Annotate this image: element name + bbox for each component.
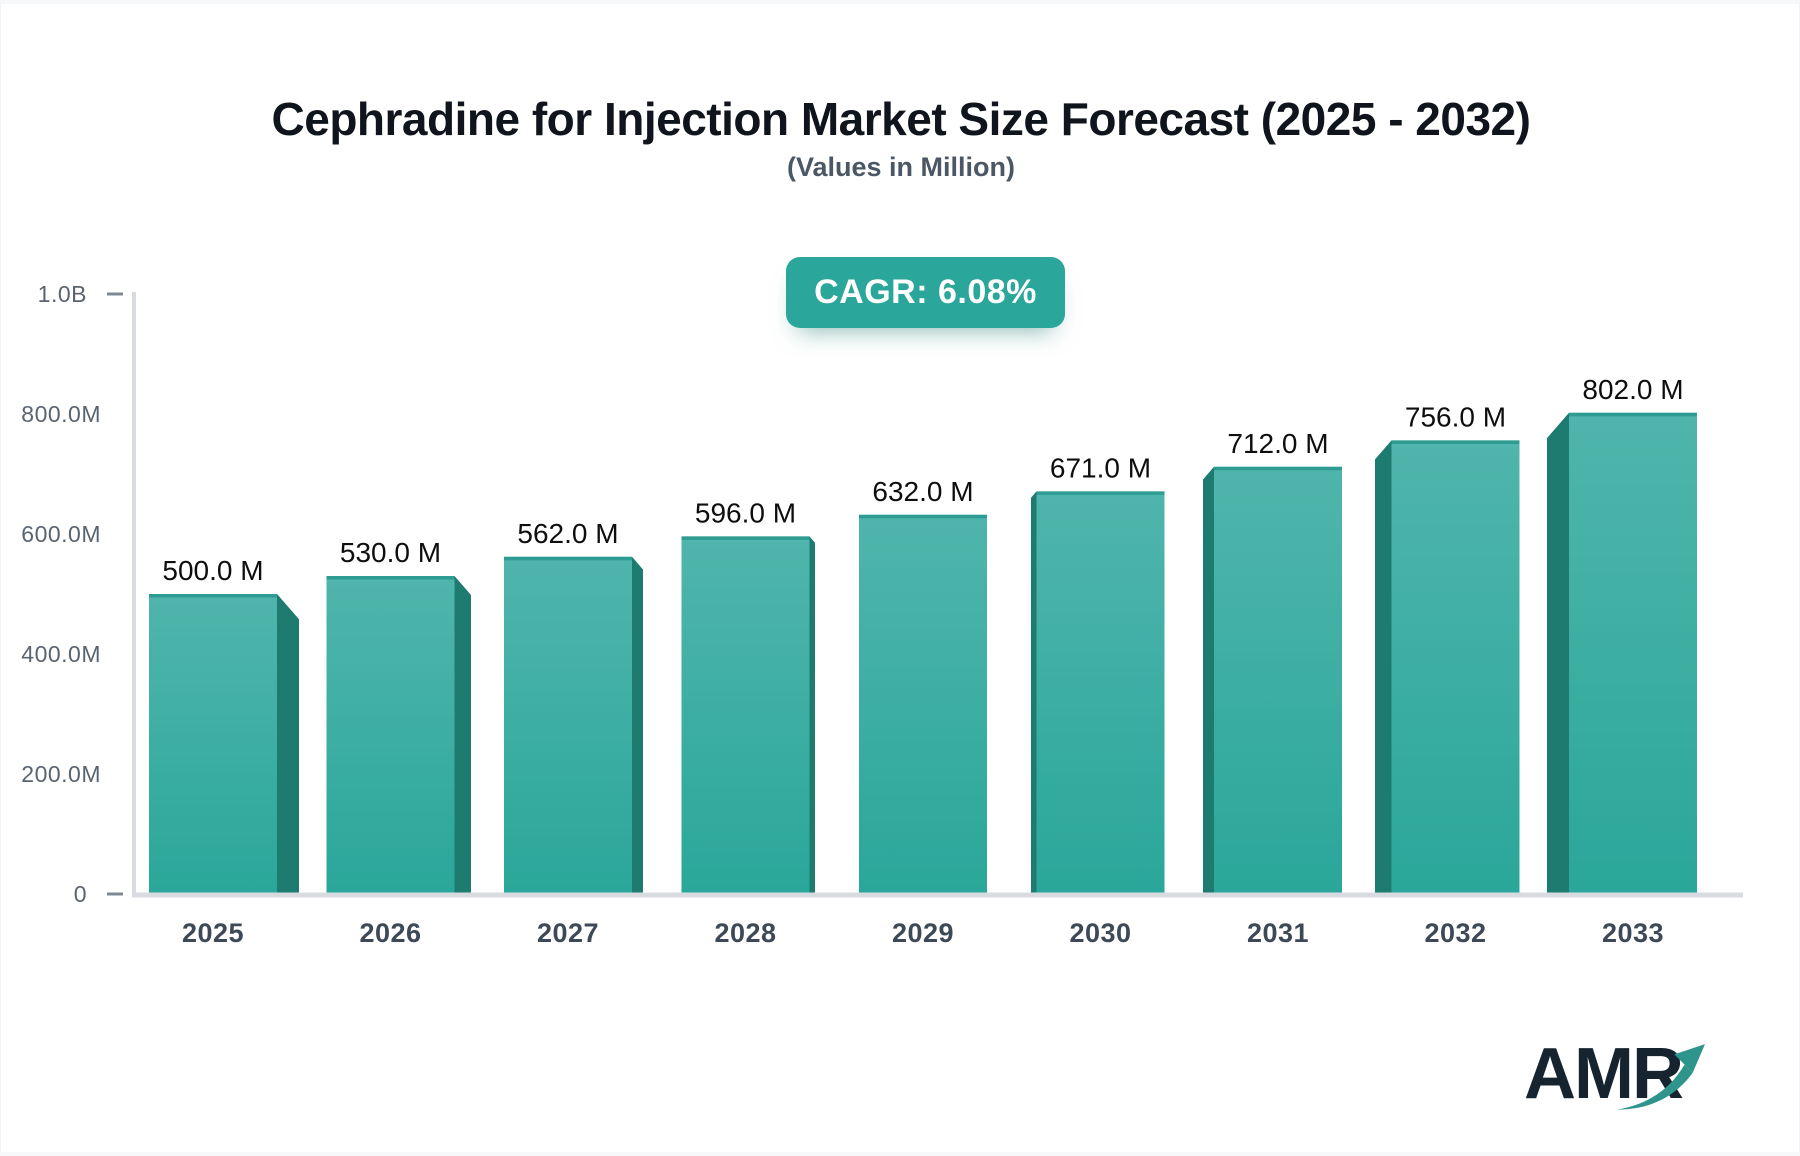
bar-top-edge [326,576,455,580]
bar-side-face [1375,440,1392,894]
cagr-badge: CAGR: 6.08% [786,257,1065,328]
x-tick-label: 2033 [1602,918,1664,948]
bar-top-edge [1391,440,1520,444]
bar-2025[interactable] [149,594,277,894]
bar-side-face [277,594,299,894]
y-tick-label: 0 [74,881,87,907]
bar-2028[interactable] [681,536,810,894]
bar-top-edge [859,514,987,519]
brand-logo: AMR [1524,1038,1724,1138]
bar-side-face [632,556,643,894]
growth-arrow-icon [1616,1044,1705,1110]
bar-value-label: 500.0 M [162,555,263,586]
bar-2031[interactable] [1214,466,1342,894]
bar-2026[interactable] [326,576,455,894]
bar-side-face [454,576,471,894]
bar-top-edge [1036,491,1165,495]
bar-value-label: 632.0 M [872,476,973,507]
x-tick-label: 2027 [537,918,599,948]
y-tick-label: 800.0M [21,401,101,427]
x-tick-label: 2029 [892,918,954,948]
bar-chart: 1.0B 800.0M 600.0M 400.0M 200.0M 0 500.0 M 2025… [21,281,1743,948]
bar-2030[interactable] [1036,491,1165,894]
bar-top-edge [681,536,810,540]
bar-value-label: 712.0 M [1227,428,1328,459]
bar-side-face [1031,491,1037,894]
x-tick-label: 2025 [182,918,244,948]
x-tick-label: 2031 [1247,918,1309,948]
bar-side-face [1547,412,1569,894]
bar-value-label: 596.0 M [695,497,796,528]
chart-title: Cephradine for Injection Market Size For… [271,93,1531,145]
bar-2029[interactable] [859,514,987,894]
x-tick-label: 2030 [1069,918,1131,948]
chart-subtitle: (Values in Million) [786,152,1016,182]
bar-top-edge [504,556,632,561]
bar-2033[interactable] [1569,412,1697,894]
x-tick-label: 2032 [1424,918,1486,948]
bar-top-edge [1569,412,1697,417]
bar-side-face [809,536,815,894]
x-tick-label: 2026 [359,918,421,948]
bar-2032[interactable] [1391,440,1520,894]
x-tick-label: 2028 [714,918,776,948]
bar-2027[interactable] [504,556,632,894]
bar-top-edge [1214,466,1342,471]
bar-value-label: 562.0 M [517,518,618,549]
bar-side-face [1203,466,1214,894]
y-tick-label: 1.0B [38,281,87,307]
y-tick-label: 200.0M [21,761,101,787]
bar-value-label: 671.0 M [1050,452,1151,483]
bar-value-label: 530.0 M [340,537,441,568]
y-tick-label: 400.0M [21,641,101,667]
bar-top-edge [149,594,277,598]
bar-value-label: 802.0 M [1582,374,1683,405]
y-tick-label: 600.0M [21,521,101,547]
bar-value-label: 756.0 M [1405,401,1506,432]
